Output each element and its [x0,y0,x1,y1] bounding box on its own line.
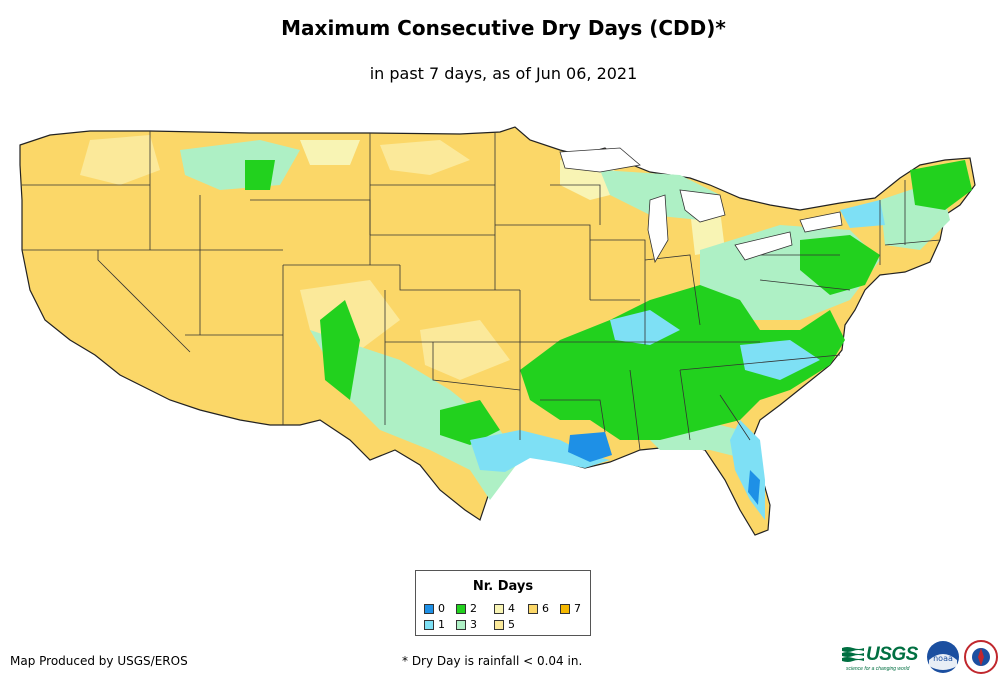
legend-item-4: 4 [494,603,515,615]
legend-swatch [456,604,466,614]
noaa-text: noaa [933,654,953,663]
usgs-tagline: science for a changing world [846,666,910,672]
legend-swatch [560,604,570,614]
legend-swatch [494,604,504,614]
legend-swatch [424,620,434,630]
usgs-logo: USGS [842,644,918,666]
legend-swatch [456,620,466,630]
legend-label: 1 [438,618,445,631]
legend-item-5: 5 [494,619,515,631]
legend-item-2: 2 [456,603,477,615]
noaa-logo-icon: noaa [927,641,959,673]
usgs-text: USGS [866,644,918,665]
legend-label: 3 [470,618,477,631]
legend-label: 0 [438,602,445,615]
footnote-text: * Dry Day is rainfall < 0.04 in. [402,654,583,668]
legend-item-0: 0 [424,603,445,615]
agency-logos: USGS science for a changing world noaa [842,640,1002,678]
cdd-map [19,126,976,536]
legend-label: 2 [470,602,477,615]
legend-label: 7 [574,602,581,615]
state-boundaries [22,131,941,451]
legend-title: Nr. Days [472,579,534,594]
legend-swatch [528,604,538,614]
map-title: Maximum Consecutive Dry Days (CDD)* [281,16,726,40]
legend-item-3: 3 [456,619,477,631]
legend-item-1: 1 [424,619,445,631]
legend-swatch [424,604,434,614]
legend-label: 6 [542,602,549,615]
legend-item-7: 7 [560,603,581,615]
credit-text: Map Produced by USGS/EROS [10,654,188,668]
legend-item-6: 6 [528,603,549,615]
legend-swatch [494,620,504,630]
great-lakes [559,147,843,264]
map-subtitle: in past 7 days, as of Jun 06, 2021 [369,64,638,83]
legend-label: 4 [508,602,515,615]
legend: Nr. Days 0 1 2 3 4 5 6 7 [415,570,591,636]
usgs-wave-icon [842,647,864,662]
nws-logo-icon [964,640,998,674]
legend-label: 5 [508,618,515,631]
